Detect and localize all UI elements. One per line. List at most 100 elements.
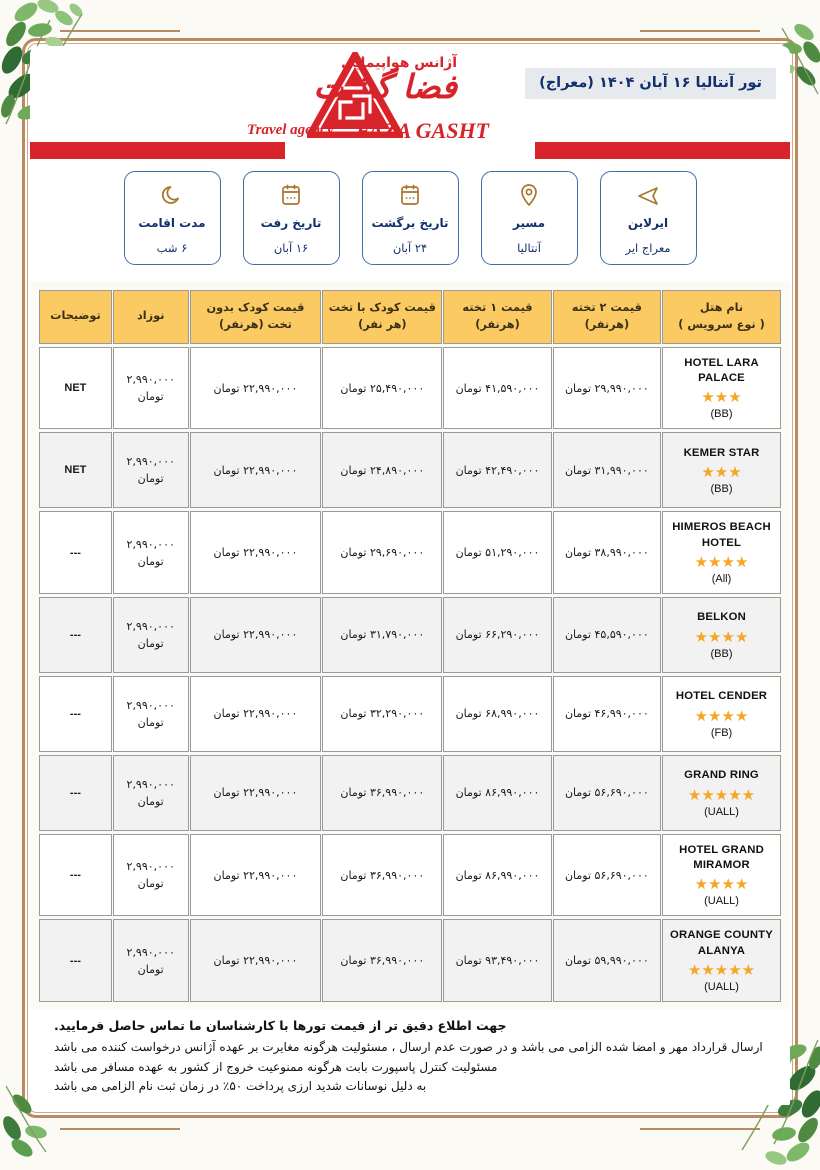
cell-price-child-with-bed: ۳۶,۹۹۰,۰۰۰ تومان (322, 919, 443, 1002)
hotel-name: ORANGE COUNTY ALANYA (670, 929, 774, 957)
price-table: نام هتل ( نوع سرویس ) قیمت ۲ تخته (هرنفر… (38, 287, 782, 1005)
cell-note: --- (39, 919, 112, 1002)
hotel-name: HOTEL GRAND MIRAMOR (679, 843, 764, 872)
column-header-single-line1: قیمت ۱ تخته (462, 301, 533, 314)
table-row: HIMEROS BEACH HOTEL ★★★★ (All) ۳۸,۹۹۰,۰۰۰ ت… (39, 511, 781, 594)
cell-price-infant: ۲,۹۹۰,۰۰۰ تومان (112, 346, 189, 430)
cell-note: --- (39, 754, 112, 831)
infant-currency: تومان (137, 794, 164, 808)
cell-price-single: ۴۲,۴۹۰,۰۰۰ تومان (443, 432, 552, 509)
star-rating: ★★★★★ (687, 785, 756, 804)
info-card-return-date[interactable]: تاریخ برگشت ۲۴ آبان (361, 171, 459, 265)
infant-amount: ۲,۹۹۰,۰۰۰ (126, 860, 175, 874)
cell-price-child-with-bed: ۳۲,۲۹۰,۰۰۰ تومان (322, 675, 443, 752)
infant-currency: تومان (137, 390, 164, 404)
info-card-airline-label: ایرلاین (627, 216, 669, 230)
infant-currency: تومان (137, 877, 164, 891)
hotel-name: GRAND RING (684, 769, 759, 782)
frame-tick-bottom-right (640, 1128, 760, 1130)
table-row: KEMER STAR ★★★ (BB) ۳۱,۹۹۰,۰۰۰ تومان ۴۲,۴۹۰,… (39, 432, 781, 509)
info-card-route[interactable]: مسیر آنتالیا (480, 171, 578, 265)
info-card-return-date-value: ۲۴ آبان (392, 241, 428, 255)
agency-logo: آژانس هواپیمایی فضا گشت FAZA GASHT Trave… (245, 47, 575, 146)
calendar-icon (279, 183, 303, 207)
cell-price-child-no-bed: ۲۲,۹۹۰,۰۰۰ تومان (189, 596, 322, 673)
note-line-3: به دلیل نوسانات شدید ارزی پرداخت ۵۰٪ در … (54, 1079, 427, 1094)
infant-amount: ۲,۹۹۰,۰۰۰ (126, 698, 175, 712)
infant-currency: تومان (137, 715, 164, 729)
cell-hotel: HIMEROS BEACH HOTEL ★★★★ (All) (662, 511, 781, 594)
cell-price-child-with-bed: ۳۶,۹۹۰,۰۰۰ تومان (322, 754, 443, 831)
column-header-double: قیمت ۲ تخته (هرنفر) (552, 290, 662, 344)
column-header-infant: نوزاد (112, 290, 189, 344)
infant-amount: ۲,۹۹۰,۰۰۰ (126, 373, 175, 387)
info-card-return-date-label: تاریخ برگشت (371, 216, 449, 230)
star-rating: ★★★★ (694, 552, 749, 571)
infant-amount: ۲,۹۹۰,۰۰۰ (126, 537, 175, 551)
info-card-airline-value: معراج ایر (625, 241, 671, 255)
hotel-name: KEMER STAR (683, 446, 760, 459)
star-rating: ★★★★ (694, 706, 749, 725)
trip-info-strip: ایرلاین معراج ایر مسیر آنتالیا (30, 159, 790, 281)
column-header-double-line2: (هرنفر) (584, 317, 630, 331)
cell-price-infant: ۲,۹۹۰,۰۰۰ تومان (112, 675, 189, 752)
info-card-airline[interactable]: ایرلاین معراج ایر (599, 171, 697, 265)
info-card-stay-duration[interactable]: مدت اقامت ۶ شب (123, 171, 221, 265)
cell-price-single: ۴۱,۵۹۰,۰۰۰ تومان (443, 346, 552, 430)
page-header: تور آنتالیا ۱۶ آبان ۱۴۰۴ (معراج) آژانس ه… (30, 46, 790, 143)
cell-hotel: HOTEL GRAND MIRAMOR ★★★★ (UALL) (662, 833, 781, 917)
infant-currency: تومان (137, 962, 164, 976)
info-card-departure-date-label: تاریخ رفت (260, 216, 322, 230)
cell-price-child-no-bed: ۲۲,۹۹۰,۰۰۰ تومان (189, 833, 322, 917)
cell-price-infant: ۲,۹۹۰,۰۰۰ تومان (112, 833, 189, 917)
cell-hotel: KEMER STAR ★★★ (BB) (662, 432, 781, 509)
cell-price-double: ۳۱,۹۹۰,۰۰۰ تومان (552, 432, 662, 509)
hotel-name: HOTEL CENDER (675, 690, 768, 703)
cell-hotel: HOTEL LARA PALACE ★★★ (BB) (662, 346, 781, 430)
cell-price-infant: ۲,۹۹۰,۰۰۰ تومان (112, 754, 189, 831)
cell-price-child-with-bed: ۲۴,۸۹۰,۰۰۰ تومان (322, 432, 443, 509)
info-card-route-value: آنتالیا (517, 241, 541, 255)
cell-price-child-with-bed: ۲۵,۴۹۰,۰۰۰ تومان (322, 346, 443, 430)
cell-price-double: ۵۹,۹۹۰,۰۰۰ تومان (552, 919, 662, 1002)
cell-price-single: ۶۶,۲۹۰,۰۰۰ تومان (443, 596, 552, 673)
column-header-child-with-bed-line1: قیمت کودک با تخت (328, 301, 436, 314)
column-header-single-line2: (هرنفر) (475, 317, 520, 331)
table-row: ORANGE COUNTY ALANYA ★★★★★ (UALL) ۵۹,۹۹۰,۰۰… (39, 919, 781, 1002)
cell-price-infant: ۲,۹۹۰,۰۰۰ تومان (112, 511, 189, 594)
note-line-1: ارسال قرارداد مهر و امضا شده الزامی می ب… (54, 1039, 763, 1054)
hotel-name: BELKON (697, 611, 746, 624)
info-card-departure-date-value: ۱۶ آبان (273, 241, 309, 255)
cell-price-single: ۸۶,۹۹۰,۰۰۰ تومان (443, 833, 552, 917)
infant-amount: ۲,۹۹۰,۰۰۰ (126, 777, 175, 791)
service-type: (UALL) (704, 980, 739, 993)
cell-price-double: ۴۶,۹۹۰,۰۰۰ تومان (552, 675, 662, 752)
service-type: (BB) (710, 408, 733, 421)
column-header-double-line1: قیمت ۲ تخته (571, 301, 642, 314)
header-red-bar (30, 138, 790, 162)
column-header-notes-line1: توضیحات (50, 309, 101, 323)
cell-price-child-with-bed: ۳۱,۷۹۰,۰۰۰ تومان (322, 596, 443, 673)
column-header-hotel-line2: ( نوع سرویس ) (678, 317, 765, 331)
service-type: (All) (711, 572, 732, 585)
info-card-departure-date[interactable]: تاریخ رفت ۱۶ آبان (242, 171, 340, 265)
column-header-hotel-line1: نام هتل (699, 301, 744, 314)
star-rating: ★★★★★ (687, 960, 756, 979)
table-header-row: نام هتل ( نوع سرویس ) قیمت ۲ تخته (هرنفر… (39, 290, 781, 344)
moon-icon (160, 183, 184, 207)
cell-price-child-no-bed: ۲۲,۹۹۰,۰۰۰ تومان (189, 919, 322, 1002)
cell-price-double: ۴۵,۵۹۰,۰۰۰ تومان (552, 596, 662, 673)
column-header-child-no-bed-line1: قیمت کودک بدون (206, 301, 305, 314)
frame-tick-bottom-left (60, 1128, 180, 1130)
cell-hotel: BELKON ★★★★ (BB) (662, 596, 781, 673)
price-table-head: نام هتل ( نوع سرویس ) قیمت ۲ تخته (هرنفر… (39, 290, 781, 344)
info-card-stay-duration-value: ۶ شب (156, 241, 188, 255)
cell-note: --- (39, 596, 112, 673)
service-type: (UALL) (704, 805, 739, 818)
cell-hotel: ORANGE COUNTY ALANYA ★★★★★ (UALL) (662, 919, 781, 1002)
cell-price-single: ۸۶,۹۹۰,۰۰۰ تومان (443, 754, 552, 831)
table-row: GRAND RING ★★★★★ (UALL) ۵۶,۶۹۰,۰۰۰ تومان ۸۶,… (39, 754, 781, 831)
cell-price-child-no-bed: ۲۲,۹۹۰,۰۰۰ تومان (189, 346, 322, 430)
cell-price-single: ۵۱,۲۹۰,۰۰۰ تومان (443, 511, 552, 594)
